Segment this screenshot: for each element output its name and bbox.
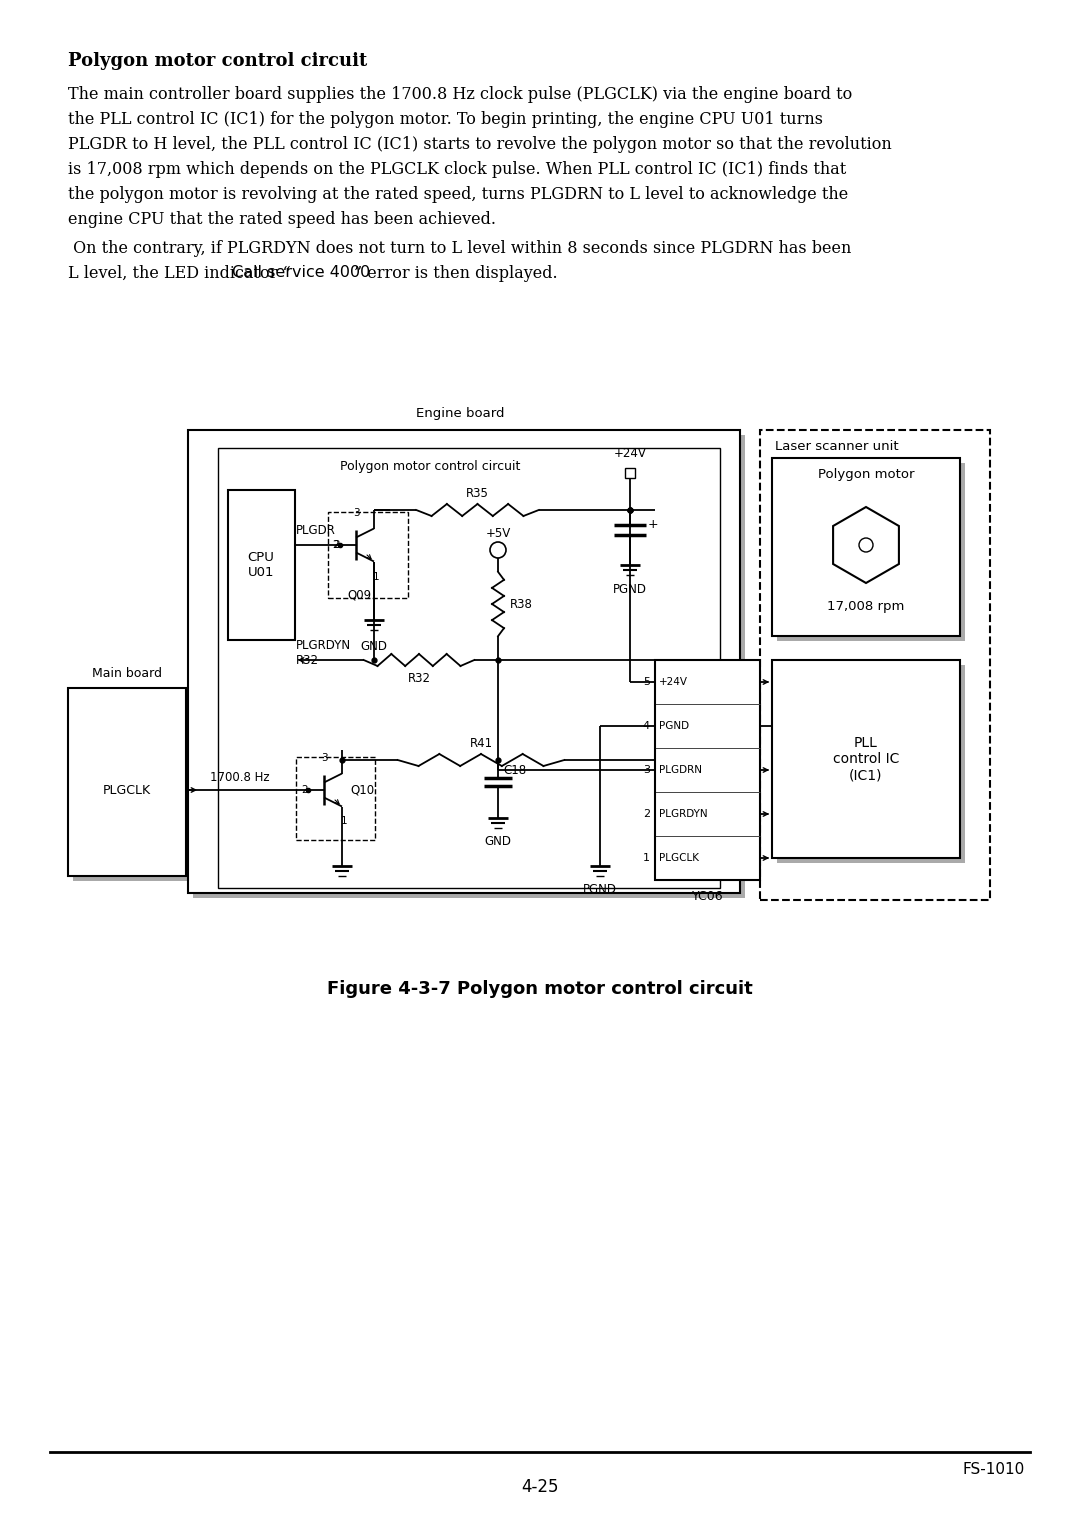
Text: R35: R35 (467, 487, 489, 500)
Bar (73, 694, 191, 882)
Text: Polygon motor: Polygon motor (818, 468, 915, 481)
Bar (772, 660, 960, 859)
Text: 4: 4 (643, 721, 650, 730)
Bar (625, 468, 635, 478)
Text: PLGDRN: PLGDRN (659, 766, 702, 775)
Text: PLGDR to H level, the PLL control IC (IC1) starts to revolve the polygon motor s: PLGDR to H level, the PLL control IC (IC… (68, 136, 892, 153)
Text: PLGRDYN: PLGRDYN (659, 808, 707, 819)
Text: Call service 4000: Call service 4000 (232, 264, 370, 280)
Text: PGND: PGND (583, 883, 617, 895)
Text: GND: GND (361, 640, 388, 652)
Text: +: + (648, 518, 659, 532)
Text: R38: R38 (510, 597, 532, 611)
Text: R32: R32 (407, 672, 431, 685)
Text: +5V: +5V (485, 527, 511, 539)
Text: PGND: PGND (613, 584, 647, 596)
Bar (654, 660, 760, 880)
Bar (218, 448, 720, 888)
Text: 2: 2 (301, 785, 308, 795)
Text: 3: 3 (353, 507, 360, 518)
Text: +24V: +24V (659, 677, 688, 688)
Text: 4-25: 4-25 (522, 1478, 558, 1496)
Bar (188, 429, 740, 892)
Text: 1: 1 (340, 816, 348, 827)
Text: Polygon motor control circuit: Polygon motor control circuit (68, 52, 367, 70)
Text: the polygon motor is revolving at the rated speed, turns PLGDRN to L level to ac: the polygon motor is revolving at the ra… (68, 186, 848, 203)
Text: 2: 2 (334, 539, 340, 550)
Text: PLGCLK: PLGCLK (103, 784, 151, 796)
Text: Q09: Q09 (347, 588, 372, 602)
Text: On the contrary, if PLGRDYN does not turn to L level within 8 seconds since PLGD: On the contrary, if PLGRDYN does not tur… (68, 240, 851, 257)
Text: 2: 2 (643, 808, 650, 819)
Text: Main board: Main board (92, 668, 162, 680)
Text: Figure 4-3-7 Polygon motor control circuit: Figure 4-3-7 Polygon motor control circu… (327, 979, 753, 998)
Circle shape (859, 538, 873, 552)
Polygon shape (833, 507, 899, 584)
Text: 2: 2 (333, 539, 339, 550)
Text: GND: GND (485, 834, 512, 848)
Text: The main controller board supplies the 1700.8 Hz clock pulse (PLGCLK) via the en: The main controller board supplies the 1… (68, 86, 852, 102)
Text: FS-1010: FS-1010 (962, 1462, 1025, 1478)
Text: ” error is then displayed.: ” error is then displayed. (354, 264, 558, 283)
Text: 17,008 rpm: 17,008 rpm (827, 601, 905, 613)
Text: 3: 3 (643, 766, 650, 775)
Text: Laser scanner unit: Laser scanner unit (775, 440, 899, 452)
Text: is 17,008 rpm which depends on the PLGCLK clock pulse. When PLL control IC (IC1): is 17,008 rpm which depends on the PLGCL… (68, 160, 847, 177)
Bar (193, 435, 745, 898)
Text: 5: 5 (643, 677, 650, 688)
Text: PLGDR: PLGDR (296, 524, 336, 536)
Text: Q10: Q10 (350, 784, 374, 796)
Text: the PLL control IC (IC1) for the polygon motor. To begin printing, the engine CP: the PLL control IC (IC1) for the polygon… (68, 112, 823, 128)
Text: PGND: PGND (659, 721, 689, 730)
Text: engine CPU that the rated speed has been achieved.: engine CPU that the rated speed has been… (68, 211, 496, 228)
Text: CPU
U01: CPU U01 (247, 552, 274, 579)
Text: 1: 1 (643, 853, 650, 863)
Text: R32: R32 (296, 654, 319, 666)
Text: PLL
control IC
(IC1): PLL control IC (IC1) (833, 736, 900, 782)
Bar (772, 458, 960, 636)
Bar (68, 688, 186, 876)
Bar (228, 490, 295, 640)
Bar (760, 429, 990, 900)
Text: Polygon motor control circuit: Polygon motor control circuit (340, 460, 521, 474)
Text: PLGRDYN: PLGRDYN (296, 639, 351, 652)
Text: 1700.8 Hz: 1700.8 Hz (210, 772, 270, 784)
Text: Engine board: Engine board (416, 406, 504, 420)
Circle shape (490, 542, 507, 558)
Text: 1: 1 (373, 571, 379, 582)
Text: 3: 3 (321, 753, 327, 762)
Text: L level, the LED indicator “: L level, the LED indicator “ (68, 264, 291, 283)
Text: C18: C18 (503, 764, 526, 776)
Bar (328, 512, 408, 597)
Text: R41: R41 (470, 736, 492, 750)
Text: PLGCLK: PLGCLK (659, 853, 699, 863)
Text: +24V: +24V (613, 448, 647, 460)
Text: YC06: YC06 (691, 889, 724, 903)
Bar (296, 756, 375, 840)
Bar (777, 463, 966, 642)
Bar (777, 665, 966, 863)
